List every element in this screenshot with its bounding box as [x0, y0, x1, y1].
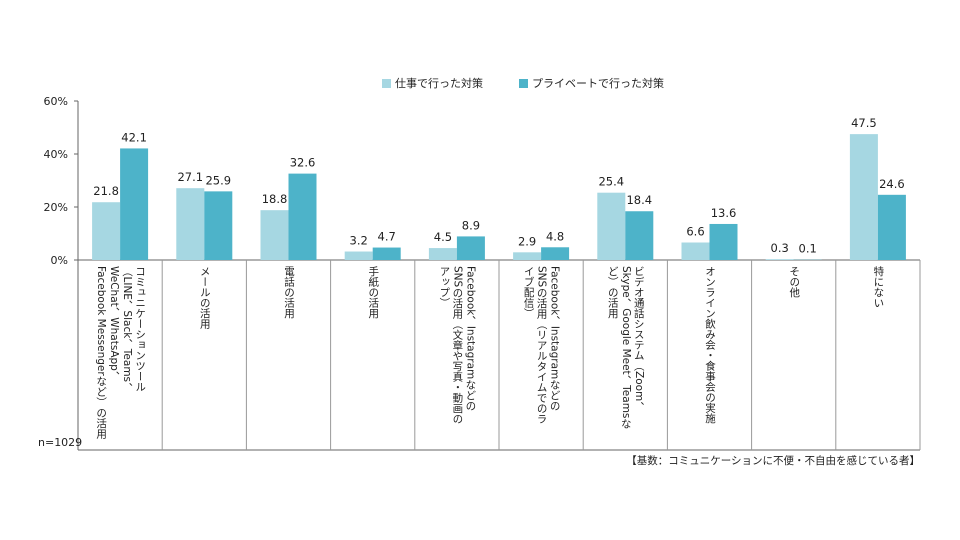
data-label: 4.5	[434, 230, 452, 244]
bar-private	[541, 247, 570, 260]
y-tick-label: 40%	[44, 148, 68, 161]
legend-swatch-private	[519, 78, 528, 88]
data-label: 2.9	[518, 234, 536, 248]
category-label: メールの活用	[198, 266, 211, 329]
data-label: 18.4	[626, 193, 652, 207]
bar-private	[877, 194, 906, 260]
bar-private	[625, 211, 654, 260]
data-label: 0.3	[771, 241, 789, 255]
sample-size-note: n=1029	[38, 436, 83, 449]
data-label: 42.1	[121, 130, 147, 144]
bar-work	[176, 188, 205, 260]
legend-swatch-work	[382, 78, 391, 88]
data-label: 21.8	[93, 184, 119, 198]
category-label: その他	[788, 266, 801, 298]
bar-work	[260, 210, 289, 260]
category-label: コミュニケーションツール （LINE、Slack、Teams、 WeChat、W…	[95, 266, 147, 439]
bar-work	[597, 192, 626, 260]
y-tick-label: 20%	[44, 201, 68, 214]
category-label: Facebook、Instagramなどの SNSの活用（文章や写真・動画の ア…	[438, 266, 477, 424]
bar-work	[513, 252, 542, 260]
legend-item-private: プライベートで行った対策	[519, 75, 664, 91]
category-label: 手紙の活用	[367, 266, 380, 319]
bar-work	[849, 134, 878, 260]
data-label: 3.2	[350, 234, 368, 248]
data-label: 0.1	[799, 242, 817, 256]
category-label: 特にない	[872, 266, 885, 308]
data-label: 4.8	[546, 229, 564, 243]
data-label: 4.7	[378, 230, 396, 244]
data-label: 47.5	[851, 116, 877, 130]
bar-private	[288, 173, 317, 260]
legend: 仕事で行った対策 プライベートで行った対策	[382, 75, 664, 91]
bar-private	[120, 148, 149, 260]
legend-label-work: 仕事で行った対策	[395, 77, 483, 90]
bar-private	[372, 247, 401, 260]
bar-work	[344, 251, 373, 260]
legend-item-work: 仕事で行った対策	[382, 75, 483, 91]
y-tick-label: 60%	[44, 95, 68, 108]
category-label: ビデオ通話システム（Zoom、 Skype、Google Meet、Teamsな…	[606, 266, 645, 429]
bar-private	[204, 191, 233, 260]
data-label: 18.8	[262, 192, 288, 206]
bar-work	[92, 202, 121, 260]
data-label: 8.9	[462, 218, 480, 232]
bar-work	[765, 259, 794, 260]
data-label: 6.6	[686, 225, 704, 239]
data-label: 32.6	[290, 156, 316, 170]
data-label: 25.4	[598, 175, 624, 189]
category-label: Facebook、Instagramなどの SNSの活用（リアルタイムでのラ イ…	[522, 266, 561, 424]
data-label: 24.6	[879, 177, 905, 191]
bar-private	[709, 223, 738, 260]
data-label: 27.1	[177, 170, 203, 184]
bar-work	[681, 242, 710, 260]
category-label: オンライン飲み会・食事会の実施	[704, 266, 716, 424]
data-label: 13.6	[711, 206, 737, 220]
base-note: 【基数：コミュニケーションに不便・不自由を感じている者】	[626, 455, 920, 467]
legend-label-private: プライベートで行った対策	[532, 77, 664, 90]
bar-work	[428, 248, 457, 260]
data-label: 25.9	[205, 173, 231, 187]
y-tick-label: 0%	[51, 254, 68, 267]
category-label: 電話の活用	[283, 266, 295, 319]
bar-private	[456, 236, 485, 260]
